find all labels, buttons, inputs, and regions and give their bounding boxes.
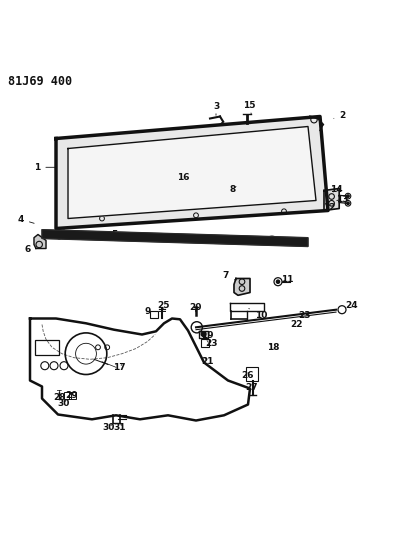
Text: 30: 30 [103, 423, 115, 432]
Text: 4: 4 [18, 215, 34, 224]
Polygon shape [324, 189, 339, 211]
Polygon shape [56, 117, 328, 229]
Text: 2: 2 [334, 111, 346, 120]
Text: 13: 13 [336, 195, 348, 204]
Polygon shape [42, 230, 308, 246]
Circle shape [347, 202, 349, 205]
Bar [69, 392, 76, 399]
Text: 19: 19 [201, 331, 214, 340]
Text: 11: 11 [281, 275, 294, 284]
Polygon shape [34, 235, 46, 248]
Text: 31: 31 [113, 423, 126, 432]
Text: 27: 27 [245, 383, 258, 392]
Text: T: T [57, 390, 62, 399]
Text: 20: 20 [189, 303, 201, 312]
Text: 10: 10 [249, 309, 267, 320]
Text: 15: 15 [242, 101, 255, 114]
Text: 25: 25 [157, 301, 170, 310]
Text: 1: 1 [34, 163, 56, 172]
Text: 29: 29 [65, 391, 78, 400]
Text: 23: 23 [205, 339, 218, 348]
Text: 14: 14 [330, 185, 342, 194]
Circle shape [286, 145, 290, 148]
Circle shape [201, 332, 206, 336]
Bar [64, 392, 71, 399]
Polygon shape [68, 126, 316, 219]
Text: 5: 5 [87, 230, 117, 239]
Text: 81J69 400: 81J69 400 [8, 75, 72, 87]
Bar [35, 340, 59, 356]
Text: 23: 23 [298, 311, 311, 320]
Text: 7: 7 [223, 271, 236, 280]
Text: 3: 3 [213, 102, 219, 115]
Circle shape [270, 238, 274, 241]
Circle shape [60, 231, 64, 234]
Bar [150, 311, 158, 318]
Circle shape [84, 157, 88, 160]
Text: 18: 18 [266, 343, 279, 352]
Bar [246, 367, 258, 381]
Text: 21: 21 [201, 357, 214, 366]
Circle shape [58, 233, 61, 237]
Polygon shape [233, 184, 251, 190]
Circle shape [347, 195, 349, 197]
Circle shape [276, 280, 280, 284]
Text: 8: 8 [230, 185, 236, 194]
Text: 26: 26 [241, 371, 254, 380]
Text: 22: 22 [290, 320, 303, 329]
Text: 9: 9 [144, 307, 150, 316]
Text: 28: 28 [53, 393, 66, 402]
Polygon shape [234, 279, 250, 295]
Text: 16: 16 [177, 173, 190, 182]
Text: 17: 17 [113, 363, 126, 372]
Text: 12: 12 [322, 203, 335, 212]
Bar [201, 340, 209, 348]
Text: 6: 6 [24, 245, 36, 254]
Text: 30: 30 [57, 399, 69, 408]
Text: 24: 24 [345, 301, 358, 310]
